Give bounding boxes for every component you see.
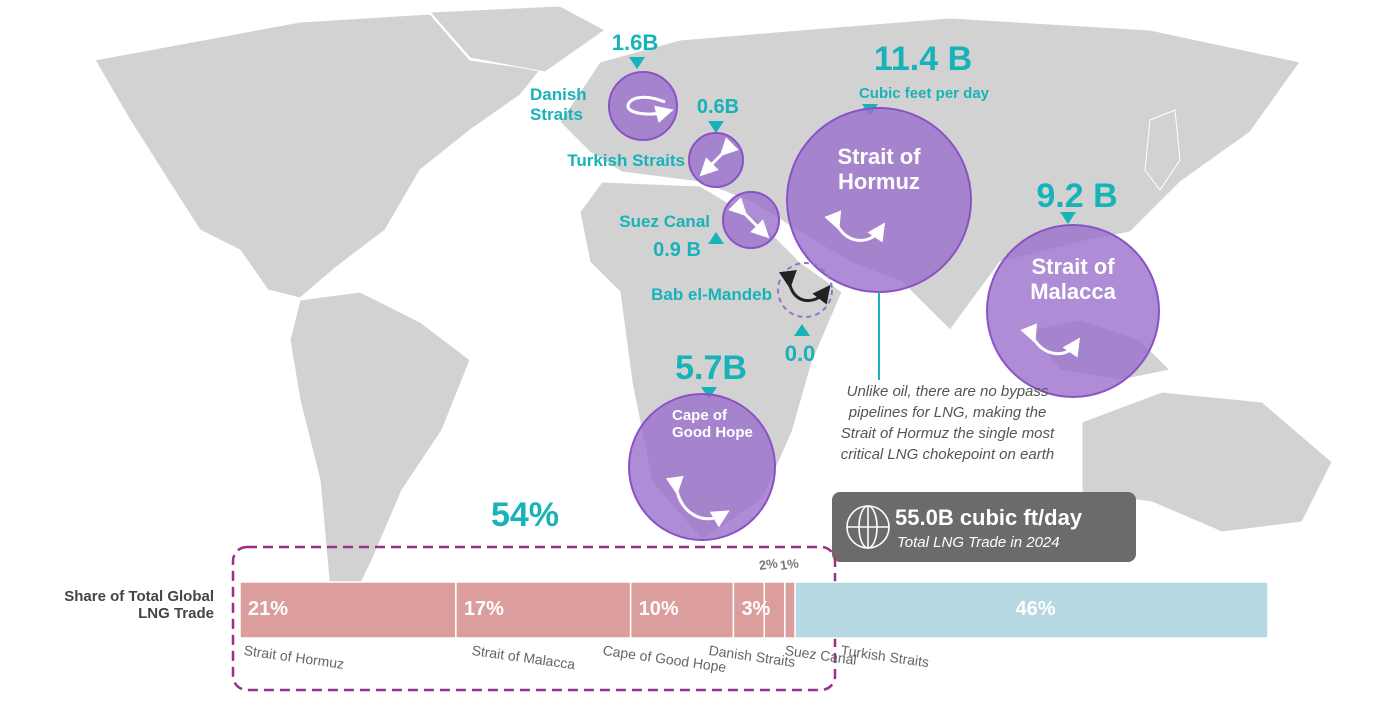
value-label: 11.4 B bbox=[873, 40, 973, 78]
value-label: 5.7B bbox=[675, 349, 747, 387]
bar-segment bbox=[239, 581, 457, 639]
chokepoint-name: Cape of Good Hope bbox=[672, 407, 753, 442]
chokepoint-name: Turkish Straits bbox=[567, 151, 685, 170]
value-label: 0.6B bbox=[696, 96, 740, 118]
total-value: 55.0B cubic ft/day bbox=[895, 505, 1083, 530]
value-label: 21% bbox=[248, 598, 289, 620]
bar-segment bbox=[784, 581, 796, 639]
arrows bbox=[626, 95, 1081, 528]
chokepoint-name: Strait of Hormuz bbox=[837, 144, 921, 195]
value-label: 1.6B bbox=[611, 30, 659, 55]
value-label: 0.9 B bbox=[653, 239, 701, 261]
value-label: 0.0 bbox=[784, 341, 816, 366]
total-label: Total LNG Trade in 2024 bbox=[897, 534, 1060, 551]
value-label: 3% bbox=[741, 598, 771, 620]
total-box bbox=[832, 492, 1136, 562]
chokepoint-name: Bab el-Mandeb bbox=[651, 285, 772, 304]
globe-icon bbox=[846, 505, 890, 549]
value-label: 2% bbox=[758, 555, 779, 573]
chokepoint-circles bbox=[608, 71, 1160, 541]
bracket-label: 54% bbox=[490, 496, 560, 534]
note: Unlike oil, there are no bypass pipeline… bbox=[840, 383, 1055, 463]
chokepoint-name: Suez Canal bbox=[619, 212, 710, 231]
value-label: 10% bbox=[638, 598, 679, 620]
bar-segment bbox=[455, 581, 632, 639]
bar-segment bbox=[629, 581, 735, 639]
value-label: 46% bbox=[1015, 598, 1056, 620]
chokepoint-name: Danish Straits bbox=[530, 85, 587, 124]
chokepoint-name: Strait of Malacca bbox=[1030, 254, 1116, 305]
stacked-bar bbox=[239, 581, 1269, 639]
bab-circle bbox=[777, 262, 833, 318]
value-label: 1% bbox=[778, 555, 800, 573]
value-label: 9.2 B bbox=[1036, 177, 1118, 215]
bar-segment bbox=[794, 581, 1269, 639]
value-label: 17% bbox=[463, 598, 504, 620]
unit-label: Cubic feet per day bbox=[858, 85, 990, 102]
bar-title: Share of Total Global LNG Trade bbox=[64, 588, 214, 623]
